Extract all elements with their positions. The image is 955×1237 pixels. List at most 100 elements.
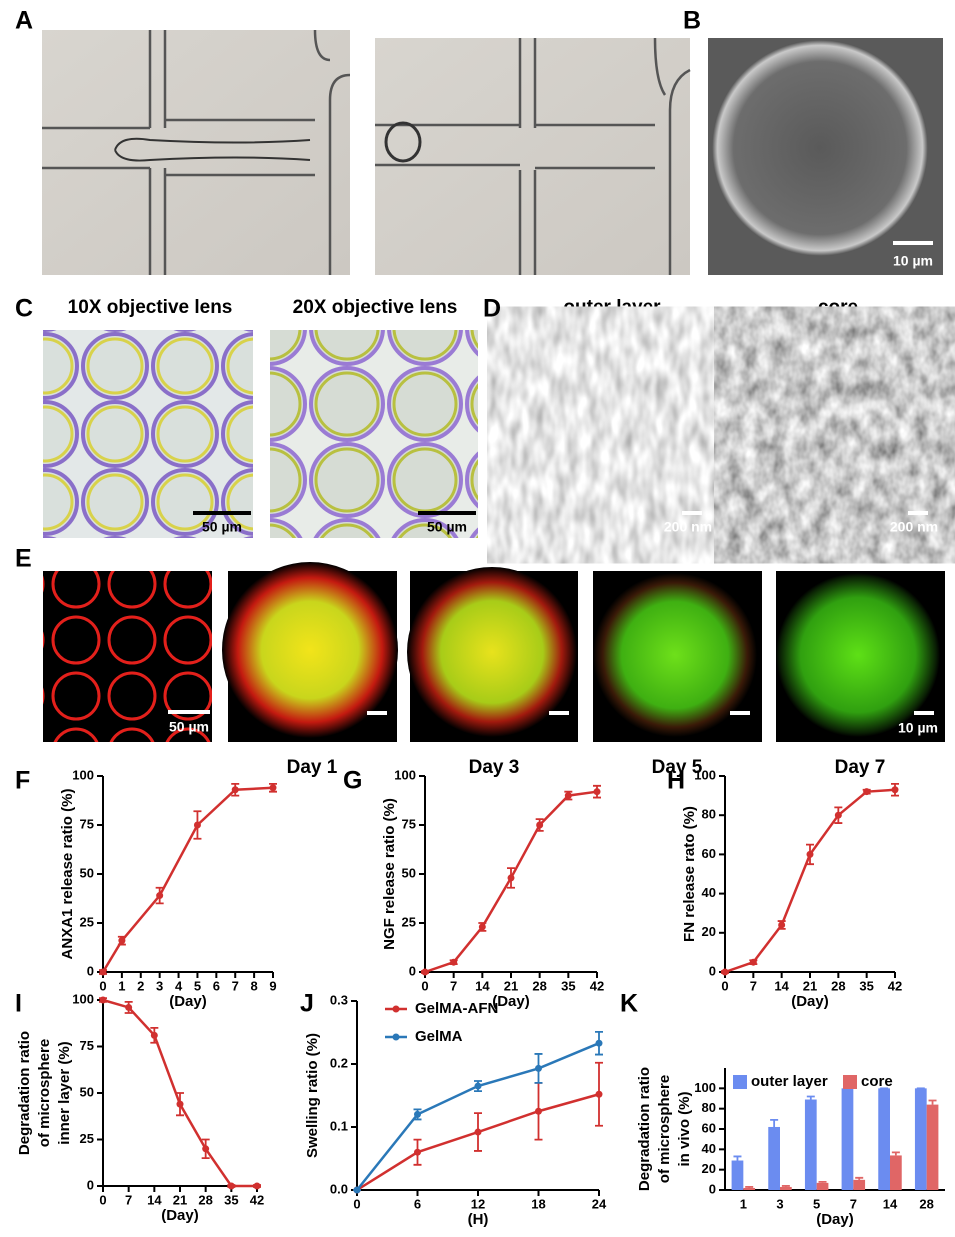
legend-label: core	[861, 1073, 893, 1090]
point	[421, 968, 429, 976]
point	[125, 1003, 133, 1011]
chart: 0 25 50 75 100 NGF release ratio (%) (Day) 0 7 14…	[381, 767, 604, 1010]
point	[863, 788, 871, 796]
day-label: Day 5	[652, 757, 703, 778]
x-tick-label: 5	[813, 1196, 820, 1211]
point	[535, 1064, 542, 1072]
panel-label: B	[683, 7, 701, 35]
line	[724, 788, 896, 974]
scale-label: 50 µm	[169, 719, 209, 735]
y-tick-label: 20	[702, 924, 716, 939]
image	[42, 30, 350, 275]
x-tick-label: 35	[561, 978, 575, 993]
x-tick-label: 24	[592, 1196, 607, 1211]
panel-label: D	[483, 295, 501, 323]
bar	[853, 1179, 866, 1190]
point	[353, 1186, 361, 1194]
error-bar	[855, 1176, 864, 1180]
x-tick-label: 21	[504, 978, 518, 993]
panel-d-images: outer layer core 200 nm 200 nm	[508, 297, 945, 542]
legend-label: GelMA-AFN	[415, 1000, 498, 1017]
point	[721, 968, 729, 976]
image	[508, 328, 718, 542]
scale-label: 50 µm	[427, 519, 467, 535]
image	[43, 571, 212, 742]
point	[535, 1107, 542, 1115]
error-bar	[891, 1151, 900, 1156]
image	[270, 330, 478, 538]
point	[156, 892, 164, 900]
scale-label: 10 µm	[893, 253, 933, 269]
y-tick-label: 50	[80, 1084, 94, 1099]
error-bar	[806, 1095, 815, 1100]
bar	[816, 1182, 829, 1190]
microsphere	[593, 573, 757, 737]
y-tick-label: 40	[702, 1141, 716, 1156]
point	[474, 1128, 482, 1136]
channel	[375, 37, 691, 275]
y-tick-label: 0	[409, 963, 416, 978]
point	[595, 1039, 603, 1047]
scale-label: 10 µm	[898, 720, 938, 736]
y-tick-label: 0	[709, 963, 716, 978]
panel-c-images: 10X objective lens 20X objective lens 50…	[43, 297, 478, 538]
y-tick-label: 60	[702, 1120, 716, 1135]
panel-a-images	[42, 29, 691, 275]
y-axis-label: FN release rato (%)	[681, 806, 698, 942]
point	[536, 821, 544, 829]
y-axis-label: in vivo (%)	[676, 1091, 693, 1166]
x-tick-label: 0	[721, 978, 728, 993]
y-axis-label: Degradation ratio	[16, 1031, 33, 1155]
x-tick-label: 14	[774, 978, 789, 993]
bar	[768, 1126, 780, 1190]
x-axis-label: (Day)	[791, 993, 829, 1010]
panel-label: E	[15, 545, 32, 573]
y-tick-label: 0.3	[330, 992, 348, 1007]
y-tick-label: 20	[702, 1161, 716, 1176]
y-tick-label: 80	[702, 1100, 716, 1115]
chart: 0 20 40 60 80 100 FN release rato (%) (Day) 0 7 14…	[681, 767, 902, 1010]
x-axis-label: (Day)	[169, 993, 207, 1010]
y-tick-label: 25	[80, 914, 94, 929]
point	[253, 1182, 261, 1190]
point	[176, 1100, 184, 1108]
legend-marker	[392, 1005, 400, 1013]
legend-label: outer layer	[751, 1073, 828, 1090]
image	[375, 38, 690, 275]
y-tick-label: 0	[87, 963, 94, 978]
scale-label: 200 nm	[664, 519, 712, 535]
x-tick-label: 35	[859, 978, 873, 993]
droplet	[384, 121, 422, 163]
microsphere	[222, 562, 398, 738]
legend-swatch	[843, 1075, 857, 1089]
image	[43, 330, 253, 538]
point	[99, 968, 107, 976]
microsphere	[407, 567, 577, 737]
panel-label: I	[15, 990, 22, 1018]
y-tick-label: 0.2	[330, 1055, 348, 1070]
x-tick-label: 6	[414, 1196, 421, 1211]
chart: 0 25 50 75 100 Degradation ratio of microspher…	[16, 991, 264, 1224]
bar	[878, 1088, 890, 1190]
x-axis-label: (Day)	[492, 993, 530, 1010]
y-axis-label: Swelling ratio (%)	[304, 1033, 321, 1158]
x-tick-label: 42	[888, 978, 902, 993]
panel-label: G	[343, 767, 362, 795]
x-tick-label: 14	[147, 1192, 162, 1207]
point	[150, 1031, 158, 1039]
x-tick-label: 2	[137, 978, 144, 993]
error-bar	[818, 1180, 827, 1183]
legend-marker	[392, 1033, 400, 1041]
x-tick-label: 35	[224, 1192, 238, 1207]
point	[834, 811, 842, 819]
y-tick-label: 75	[80, 816, 94, 831]
panel-b-image: 10 µm	[708, 38, 943, 275]
y-tick-label: 0	[709, 1181, 716, 1196]
y-tick-label: 80	[702, 807, 716, 822]
point	[749, 958, 757, 966]
chart: 0.0 0.1 0.2 0.3 Swelling ratio (%) (H) 0 6 12 18 2…	[304, 992, 607, 1228]
point	[193, 821, 201, 829]
point	[450, 958, 458, 966]
line	[101, 786, 274, 973]
